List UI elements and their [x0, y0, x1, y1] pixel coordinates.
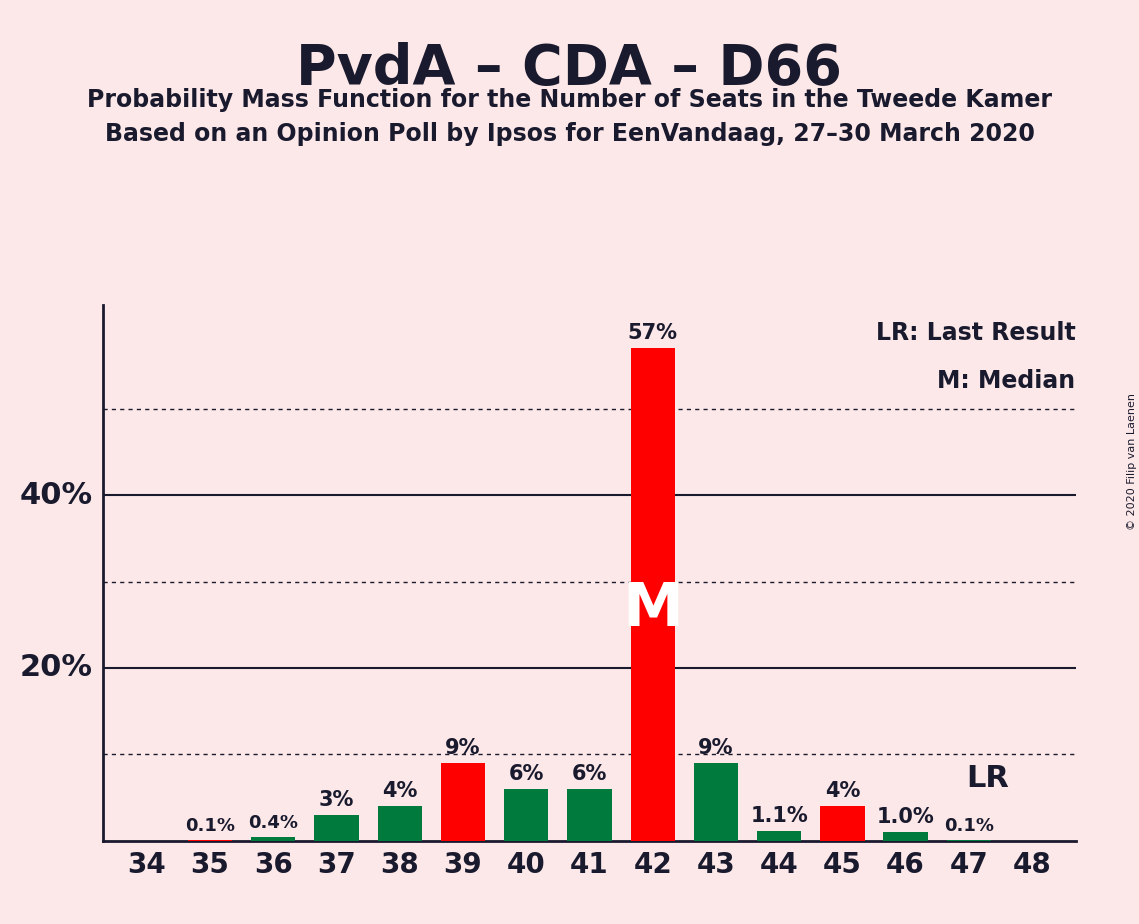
Text: M: Median: M: Median — [937, 370, 1075, 394]
Text: M: M — [622, 579, 683, 638]
Text: PvdA – CDA – D66: PvdA – CDA – D66 — [296, 42, 843, 95]
Text: 0.1%: 0.1% — [185, 817, 235, 834]
Text: 20%: 20% — [19, 653, 92, 683]
Text: 6%: 6% — [508, 764, 544, 784]
Text: LR: Last Result: LR: Last Result — [876, 321, 1075, 345]
Text: LR: LR — [966, 764, 1009, 793]
Bar — [378, 807, 421, 841]
Text: 1.0%: 1.0% — [877, 807, 934, 827]
Bar — [884, 833, 928, 841]
Text: 6%: 6% — [572, 764, 607, 784]
Text: © 2020 Filip van Laenen: © 2020 Filip van Laenen — [1126, 394, 1137, 530]
Text: 4%: 4% — [382, 781, 417, 801]
Text: 3%: 3% — [319, 790, 354, 809]
Bar — [441, 763, 485, 841]
Text: 40%: 40% — [19, 480, 92, 509]
Bar — [314, 815, 359, 841]
Bar — [631, 348, 674, 841]
Text: 0.4%: 0.4% — [248, 814, 298, 833]
Bar — [820, 807, 865, 841]
Bar — [757, 832, 801, 841]
Text: Probability Mass Function for the Number of Seats in the Tweede Kamer: Probability Mass Function for the Number… — [87, 88, 1052, 112]
Bar — [694, 763, 738, 841]
Bar — [505, 789, 548, 841]
Bar — [567, 789, 612, 841]
Text: Based on an Opinion Poll by Ipsos for EenVandaag, 27–30 March 2020: Based on an Opinion Poll by Ipsos for Ee… — [105, 122, 1034, 146]
Text: 4%: 4% — [825, 781, 860, 801]
Text: 9%: 9% — [445, 738, 481, 758]
Text: 57%: 57% — [628, 323, 678, 343]
Text: 0.1%: 0.1% — [944, 817, 994, 834]
Bar — [251, 837, 295, 841]
Text: 1.1%: 1.1% — [751, 806, 808, 826]
Text: 9%: 9% — [698, 738, 734, 758]
